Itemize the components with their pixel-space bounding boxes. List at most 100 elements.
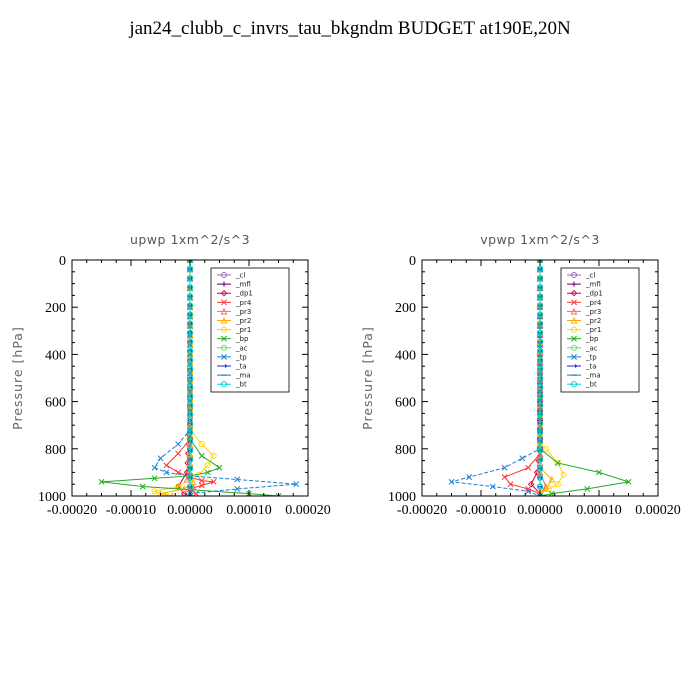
- legend-marker: [220, 289, 228, 297]
- data-point: [175, 450, 182, 457]
- data-point: [466, 474, 473, 481]
- data-point: [554, 459, 561, 467]
- y-tick-label: 200: [45, 301, 66, 316]
- legend-marker: [570, 381, 578, 388]
- x-tick-label: 0.00010: [576, 503, 622, 518]
- data-point: [186, 374, 194, 382]
- data-point: [519, 455, 526, 462]
- legend-label: _ac: [235, 344, 248, 352]
- data-point: [584, 485, 591, 492]
- data-point: [151, 464, 158, 471]
- data-point: [536, 384, 544, 391]
- data-point: [186, 356, 194, 363]
- legend-marker: [570, 344, 578, 351]
- y-tick-label: 200: [395, 301, 416, 316]
- y-tick-label: 600: [395, 396, 416, 411]
- x-tick-label: -0.00010: [456, 503, 506, 518]
- data-point: [204, 469, 211, 476]
- legend-marker: [220, 271, 228, 279]
- legend-marker: [570, 316, 578, 324]
- legend-label: _ta: [235, 363, 247, 371]
- data-point: [139, 483, 146, 490]
- y-tick-label: 1000: [38, 490, 66, 505]
- legend-label: _dp1: [585, 290, 603, 298]
- x-tick-label: 0.00000: [167, 503, 213, 518]
- legend-label: _bp: [235, 335, 249, 343]
- data-point: [186, 465, 194, 472]
- y-axis-label: Pressure [hPa]: [360, 326, 375, 430]
- data-point: [186, 456, 194, 463]
- data-point: [525, 488, 532, 495]
- legend-marker: [571, 335, 577, 342]
- legend: _cl_mfl_dp1_pr4_pr3_pr2_pr1_bp_ac_tp_ta_…: [210, 267, 290, 393]
- legend-label: _ac: [585, 344, 598, 352]
- legend-label: _ma: [235, 372, 251, 380]
- data-point: [186, 483, 194, 490]
- data-point: [448, 478, 455, 485]
- data-point: [537, 260, 544, 262]
- data-point: [536, 266, 544, 273]
- data-point: [536, 284, 544, 291]
- data-point: [536, 438, 544, 445]
- data-point: [536, 420, 544, 427]
- legend-label: _bp: [585, 335, 599, 343]
- data-point: [536, 320, 544, 327]
- panel-title: upwp 1xm^2/s^3: [130, 232, 250, 247]
- data-point: [186, 402, 194, 409]
- data-point: [625, 478, 632, 485]
- data-point: [186, 365, 194, 372]
- legend-marker: [570, 271, 578, 279]
- x-tick-label: -0.00010: [106, 503, 156, 518]
- legend-label: _tp: [585, 353, 597, 361]
- data-point: [192, 490, 199, 496]
- legend-marker: [221, 335, 227, 342]
- data-point: [489, 483, 496, 490]
- data-point: [198, 441, 205, 448]
- data-point: [180, 490, 188, 496]
- data-point: [198, 452, 205, 459]
- legend-marker: [221, 281, 227, 287]
- data-point: [186, 393, 194, 400]
- data-point: [163, 462, 170, 469]
- data-point: [186, 275, 194, 282]
- y-tick-label: 400: [395, 348, 416, 363]
- data-point: [186, 338, 194, 345]
- data-point: [536, 402, 544, 409]
- data-point: [186, 447, 194, 454]
- y-tick-label: 600: [45, 396, 66, 411]
- data-point: [175, 441, 182, 448]
- legend-marker: [221, 299, 227, 306]
- data-point: [525, 485, 532, 492]
- page-title: jan24_clubb_c_invrs_tau_bkgndm BUDGET at…: [129, 18, 571, 39]
- data-point: [186, 347, 194, 354]
- legend-label: _mfl: [585, 281, 601, 289]
- data-point: [186, 429, 194, 436]
- legend-label: _pr3: [235, 308, 251, 316]
- series-line-pr1: [539, 260, 565, 495]
- data-point: [536, 275, 544, 282]
- legend-marker: [571, 353, 577, 360]
- data-point: [507, 481, 514, 488]
- x-tick-label: -0.00020: [397, 503, 447, 518]
- series-line-pr1: [152, 260, 215, 496]
- series-line-tp: [451, 260, 541, 496]
- data-point: [525, 464, 532, 471]
- x-tick-label: -0.00020: [47, 503, 97, 518]
- data-point: [536, 456, 544, 463]
- data-point: [186, 311, 194, 318]
- legend-marker: [220, 316, 228, 324]
- y-tick-label: 0: [409, 254, 416, 269]
- legend-marker: [570, 289, 578, 297]
- data-point: [186, 266, 194, 273]
- data-point: [186, 411, 194, 418]
- legend-marker: [221, 353, 227, 360]
- y-tick-label: 0: [59, 254, 66, 269]
- data-point: [186, 438, 194, 445]
- legend-marker: [220, 381, 228, 388]
- data-point: [527, 480, 535, 488]
- series-group: [448, 260, 632, 496]
- data-point: [536, 474, 544, 481]
- data-point: [157, 455, 164, 462]
- data-point: [186, 474, 194, 481]
- data-point: [554, 460, 561, 466]
